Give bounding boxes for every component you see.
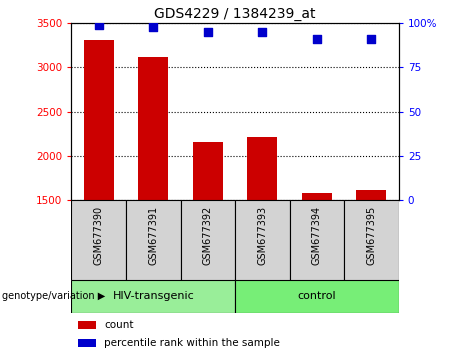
Text: count: count [104,320,134,330]
Text: HIV-transgenic: HIV-transgenic [112,291,194,302]
Point [95,22,102,28]
Bar [78,321,96,329]
Bar [138,57,168,200]
Bar [356,190,386,200]
Text: GSM677391: GSM677391 [148,206,158,266]
Bar [344,200,399,280]
Text: GSM677394: GSM677394 [312,206,322,266]
Bar [235,200,290,280]
Text: GSM677392: GSM677392 [203,206,213,266]
Bar [248,137,278,200]
Point [204,29,212,35]
Point [259,29,266,35]
Bar [71,280,235,313]
Bar [181,200,235,280]
Text: GSM677393: GSM677393 [257,206,267,266]
Title: GDS4229 / 1384239_at: GDS4229 / 1384239_at [154,7,316,21]
Point [313,36,321,42]
Bar [302,193,332,200]
Text: control: control [298,291,336,302]
Bar [193,142,223,200]
Bar [78,339,96,347]
Text: GSM677390: GSM677390 [94,206,104,266]
Bar [290,200,344,280]
Text: percentile rank within the sample: percentile rank within the sample [104,338,280,348]
Bar [71,200,126,280]
Bar [84,40,114,200]
Text: genotype/variation ▶: genotype/variation ▶ [2,291,106,302]
Point [149,24,157,29]
Text: GSM677395: GSM677395 [366,206,377,266]
Bar [235,280,399,313]
Point [368,36,375,42]
Bar [126,200,181,280]
